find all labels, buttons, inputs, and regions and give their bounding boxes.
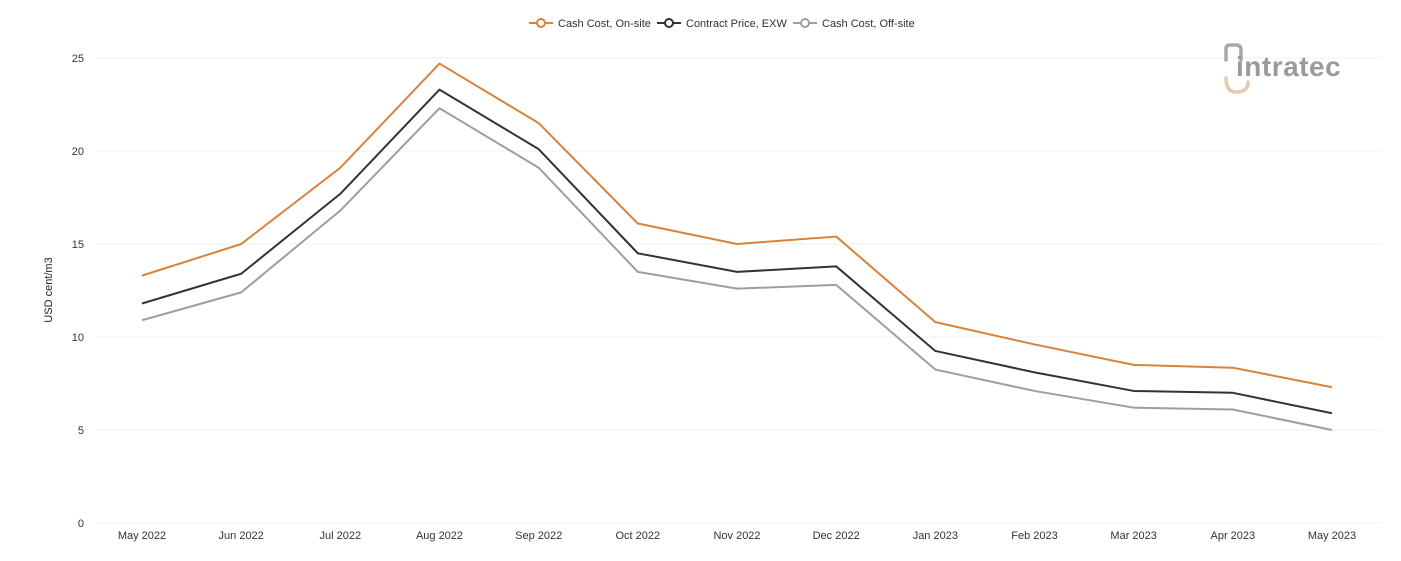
x-tick-label: Aug 2022 xyxy=(416,530,463,542)
series-line-2 xyxy=(141,107,1333,431)
x-tick-label: Jun 2022 xyxy=(219,530,264,542)
legend-label: Cash Cost, On-site xyxy=(558,18,651,30)
x-tick-label: Jul 2022 xyxy=(320,530,362,542)
series-line-0 xyxy=(141,62,1333,389)
x-tick-label: Mar 2023 xyxy=(1110,530,1156,542)
logo-text: intratec xyxy=(1236,51,1341,82)
x-tick-label: Sep 2022 xyxy=(515,530,562,542)
x-axis-ticks: May 2022 Jun 2022 Jul 2022 Aug 2022 Sep 2022… xyxy=(118,530,1356,542)
x-tick-label: May 2022 xyxy=(118,530,166,542)
y-tick-label: 25 xyxy=(72,53,84,65)
intratec-logo: intratec xyxy=(1224,43,1341,94)
x-tick-label: Dec 2022 xyxy=(813,530,860,542)
legend-label: Cash Cost, Off-site xyxy=(822,18,915,30)
y-axis-ticks: 0 5 10 15 20 25 xyxy=(72,53,84,530)
y-tick-label: 10 xyxy=(72,332,84,344)
legend-marker xyxy=(536,18,546,28)
y-tick-label: 5 xyxy=(78,425,84,437)
grid-lines xyxy=(96,57,1382,524)
legend-item: Contract Price, EXW xyxy=(657,18,787,30)
series-lines xyxy=(141,62,1333,431)
logo-mark-icon xyxy=(1224,43,1250,94)
series-line-1 xyxy=(141,88,1333,415)
x-tick-label: May 2023 xyxy=(1308,530,1356,542)
y-axis-label: USD cent/m3 xyxy=(43,257,55,322)
y-tick-label: 15 xyxy=(72,239,84,251)
x-tick-label: Jan 2023 xyxy=(913,530,958,542)
y-tick-label: 0 xyxy=(78,518,84,530)
x-tick-label: Feb 2023 xyxy=(1011,530,1057,542)
x-tick-label: Apr 2023 xyxy=(1211,530,1256,542)
legend: Cash Cost, On-site Contract Price, EXW Cas… xyxy=(529,18,915,30)
legend-marker xyxy=(664,18,674,28)
legend-label: Contract Price, EXW xyxy=(686,18,787,30)
x-tick-label: Nov 2022 xyxy=(713,530,760,542)
legend-item: Cash Cost, Off-site xyxy=(793,18,915,30)
x-tick-label: Oct 2022 xyxy=(616,530,661,542)
legend-item: Cash Cost, On-site xyxy=(529,18,651,30)
legend-marker xyxy=(800,18,810,28)
y-tick-label: 20 xyxy=(72,146,84,158)
